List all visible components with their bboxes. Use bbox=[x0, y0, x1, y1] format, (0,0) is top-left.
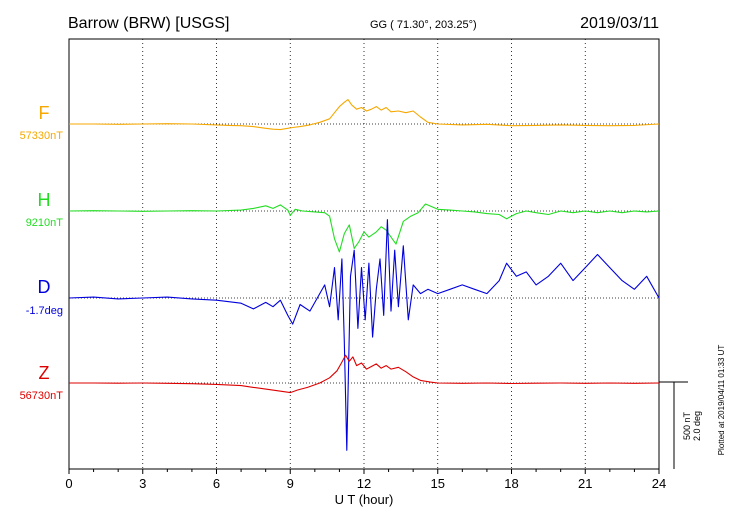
series-baseline-D: -1.7deg bbox=[26, 305, 63, 317]
series-baseline-F: 57330nT bbox=[20, 130, 64, 142]
x-tick-label-9: 9 bbox=[287, 476, 294, 491]
x-tick-label-6: 6 bbox=[213, 476, 220, 491]
x-tick-label-18: 18 bbox=[504, 476, 518, 491]
x-tick-label-21: 21 bbox=[578, 476, 592, 491]
trace-H bbox=[68, 203, 660, 253]
baseline-layer bbox=[69, 123, 659, 384]
series-label-layer: F 57330nT H 9210nT D -1.7deg Z 56730nT bbox=[20, 103, 64, 402]
station-coordinates: GG ( 71.30°, 203.25°) bbox=[370, 19, 477, 31]
scale-bar-deg-label: 2.0 deg bbox=[692, 411, 702, 441]
x-tick-label-15: 15 bbox=[431, 476, 445, 491]
grid-layer bbox=[142, 39, 586, 469]
series-name-H: H bbox=[38, 190, 51, 210]
x-tick-layer: 0 3 6 9 12 15 18 21 24 bbox=[65, 469, 666, 491]
trace-Z bbox=[69, 354, 660, 394]
trace-F bbox=[69, 99, 660, 131]
plot-date: 2019/03/11 bbox=[580, 15, 659, 32]
plotted-timestamp: Plotted at 2019/04/11 01:33 UT bbox=[717, 345, 726, 456]
x-axis-label: U T (hour) bbox=[335, 492, 394, 507]
trace-layer bbox=[68, 99, 660, 451]
series-baseline-Z: 56730nT bbox=[20, 390, 64, 402]
series-name-D: D bbox=[38, 277, 51, 297]
x-tick-label-24: 24 bbox=[652, 476, 666, 491]
trace-D bbox=[68, 219, 660, 451]
series-name-F: F bbox=[39, 103, 50, 123]
series-name-Z: Z bbox=[39, 363, 50, 383]
x-tick-label-0: 0 bbox=[65, 476, 72, 491]
x-tick-label-12: 12 bbox=[357, 476, 371, 491]
scale-bar-nt-label: 500 nT bbox=[682, 411, 692, 440]
station-title: Barrow (BRW) [USGS] bbox=[68, 15, 230, 32]
x-tick-label-3: 3 bbox=[139, 476, 146, 491]
series-baseline-H: 9210nT bbox=[26, 217, 64, 229]
